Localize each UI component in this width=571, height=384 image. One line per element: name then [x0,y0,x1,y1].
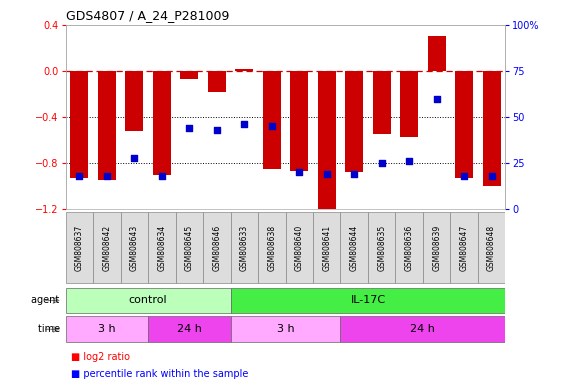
Text: GSM808646: GSM808646 [212,225,222,271]
FancyBboxPatch shape [258,212,286,283]
Point [130,155,139,161]
Bar [290,71,308,171]
Text: ■ log2 ratio: ■ log2 ratio [71,352,130,362]
Text: GSM808641: GSM808641 [322,225,331,271]
FancyBboxPatch shape [93,212,120,283]
Text: time: time [38,324,63,334]
Text: IL-17C: IL-17C [351,295,385,306]
Point [267,123,276,129]
Text: GSM808640: GSM808640 [295,225,304,271]
Point [240,121,249,127]
Bar [98,71,116,180]
Bar [70,71,89,178]
Bar [126,71,143,131]
Point [102,173,111,179]
Bar [148,316,231,342]
Bar [263,71,281,169]
Point [212,127,222,133]
Bar [66,316,148,342]
Text: 3 h: 3 h [98,324,116,334]
FancyBboxPatch shape [231,212,258,283]
Text: 3 h: 3 h [277,324,294,334]
Text: GSM808636: GSM808636 [405,225,413,271]
Bar [231,288,505,313]
Point [75,173,84,179]
FancyBboxPatch shape [176,212,203,283]
Text: GDS4807 / A_24_P281009: GDS4807 / A_24_P281009 [66,9,229,22]
Text: agent: agent [31,295,63,306]
FancyBboxPatch shape [148,212,176,283]
Point [349,171,359,177]
Text: GSM808642: GSM808642 [102,225,111,271]
Bar [208,71,226,92]
Text: GSM808647: GSM808647 [460,225,469,271]
FancyBboxPatch shape [368,212,395,283]
Text: GSM808634: GSM808634 [158,225,166,271]
Bar [231,316,340,342]
Text: GSM808638: GSM808638 [267,225,276,271]
Text: GSM808645: GSM808645 [185,225,194,271]
Bar [345,71,363,172]
FancyBboxPatch shape [478,212,505,283]
Point [295,169,304,175]
FancyBboxPatch shape [340,212,368,283]
Text: 24 h: 24 h [177,324,202,334]
Text: ■ percentile rank within the sample: ■ percentile rank within the sample [71,369,249,379]
FancyBboxPatch shape [66,212,93,283]
FancyBboxPatch shape [395,212,423,283]
Bar [482,71,501,186]
Point [432,96,441,102]
Text: 24 h: 24 h [411,324,435,334]
FancyBboxPatch shape [286,212,313,283]
Point [487,173,496,179]
Bar [66,288,231,313]
Bar [235,69,253,71]
Bar [318,71,336,212]
FancyBboxPatch shape [120,212,148,283]
Text: GSM808637: GSM808637 [75,225,84,271]
FancyBboxPatch shape [451,212,478,283]
Text: control: control [129,295,167,306]
Bar [455,71,473,178]
Bar [340,316,505,342]
FancyBboxPatch shape [203,212,231,283]
FancyBboxPatch shape [423,212,451,283]
Point [322,171,331,177]
Point [460,173,469,179]
Point [185,125,194,131]
Text: GSM808648: GSM808648 [487,225,496,271]
Bar [428,36,445,71]
Point [405,158,414,164]
Bar [400,71,418,137]
Text: GSM808644: GSM808644 [349,225,359,271]
Point [157,173,166,179]
Point [377,160,386,166]
Text: GSM808635: GSM808635 [377,225,386,271]
FancyBboxPatch shape [313,212,340,283]
Text: GSM808643: GSM808643 [130,225,139,271]
Bar [180,71,198,79]
Text: GSM808633: GSM808633 [240,225,249,271]
Bar [373,71,391,134]
Bar [153,71,171,175]
Text: GSM808639: GSM808639 [432,225,441,271]
